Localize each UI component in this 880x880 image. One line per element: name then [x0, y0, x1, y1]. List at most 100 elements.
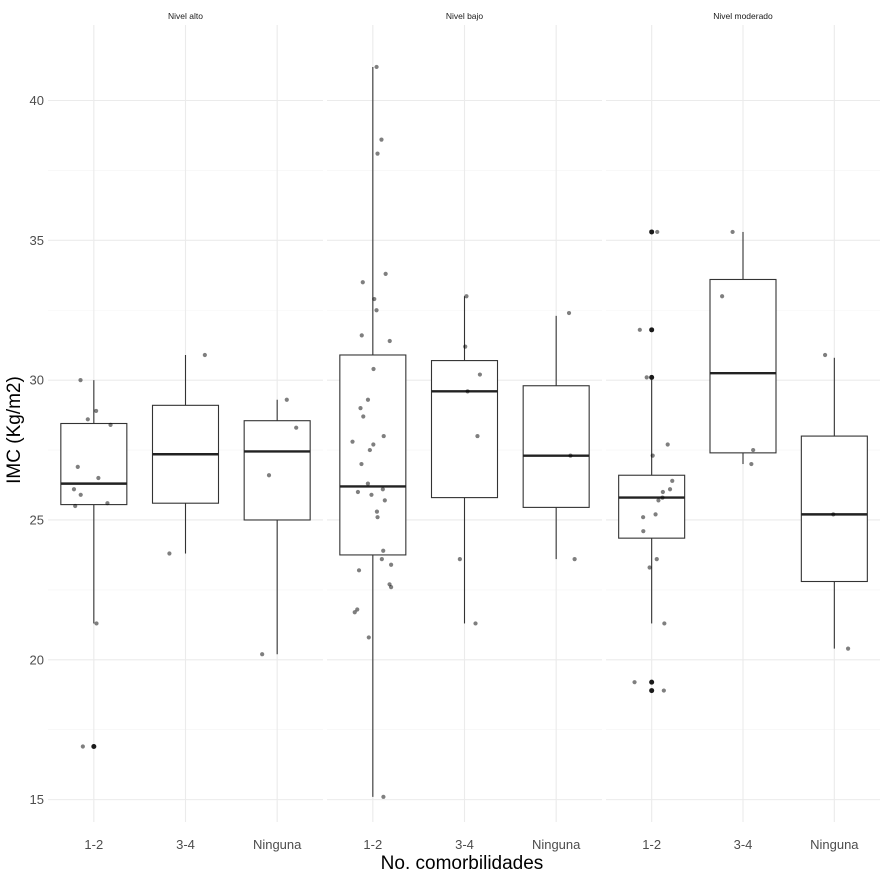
data-point [730, 229, 735, 235]
data-point [475, 433, 480, 439]
data-point [387, 338, 392, 344]
data-point [720, 294, 725, 299]
data-point [389, 562, 394, 567]
outlier-point [649, 229, 655, 235]
data-point [80, 744, 85, 749]
data-point [374, 64, 379, 70]
data-point [358, 406, 363, 411]
data-point [465, 389, 470, 394]
data-point [644, 375, 649, 380]
data-point [371, 366, 376, 372]
facet-strip-labels: Nivel alto Nivel bajo Nivel moderado [168, 11, 773, 21]
data-point [350, 439, 355, 444]
data-point [355, 607, 360, 612]
data-point [75, 464, 80, 469]
data-point [371, 442, 376, 447]
data-point [831, 512, 836, 517]
data-point [369, 492, 374, 497]
x-tick-label: 1-2 [642, 837, 661, 852]
x-tick-label: Ninguna [810, 837, 859, 852]
data-point [381, 548, 386, 553]
x-tick-label: 3-4 [455, 837, 474, 852]
data-point [73, 503, 78, 509]
data-point [660, 489, 665, 495]
data-point [374, 509, 380, 514]
y-axis-title: IMC (Kg/m2) [4, 376, 25, 484]
x-tick-label: Ninguna [532, 837, 581, 852]
data-point [566, 310, 572, 316]
box-iqr [800, 435, 868, 583]
box-iqr [709, 278, 777, 454]
data-point [108, 422, 113, 427]
data-point [662, 621, 667, 626]
box-iqr [618, 474, 686, 539]
data-point [661, 688, 666, 693]
box-iqr [243, 420, 311, 521]
data-point [473, 621, 478, 626]
data-point [650, 453, 655, 458]
data-point [660, 495, 665, 500]
x-axis-title: No. comorbilidades [381, 853, 544, 874]
data-point [457, 557, 462, 562]
data-point [654, 557, 659, 562]
data-point [352, 610, 357, 615]
data-point [667, 487, 673, 492]
y-tick-label: 15 [30, 792, 44, 807]
data-point [670, 478, 675, 483]
facet-strip-label: Nivel moderado [713, 11, 773, 21]
data-point [365, 481, 371, 486]
data-point [359, 461, 364, 467]
outlier-point [649, 374, 655, 380]
data-point [71, 487, 77, 492]
data-point [751, 447, 756, 453]
data-point [105, 501, 110, 506]
data-point [372, 296, 377, 302]
data-point [822, 352, 828, 358]
data-point [637, 327, 642, 332]
outlier-point [649, 679, 655, 685]
box-iqr [339, 354, 407, 556]
data-point [379, 557, 384, 562]
data-point [632, 680, 637, 685]
data-point [381, 433, 386, 439]
data-point [463, 344, 468, 349]
data-point [356, 568, 362, 573]
y-tick-label: 40 [30, 93, 44, 108]
data-point [284, 397, 289, 402]
data-point [360, 280, 365, 285]
facet-strip-label: Nivel bajo [446, 11, 484, 21]
jittered-points [71, 64, 851, 799]
data-point [379, 137, 384, 142]
data-point [365, 397, 371, 402]
data-point [653, 512, 658, 517]
data-point [355, 489, 361, 495]
y-tick-label: 20 [30, 652, 44, 667]
outlier-point [649, 327, 655, 333]
data-point [665, 442, 670, 447]
outlier-point [91, 743, 97, 749]
data-point [568, 453, 573, 458]
data-point [375, 515, 380, 520]
data-point [78, 492, 83, 497]
data-point [260, 652, 265, 657]
axes: 1-2 3-4 Ninguna 1-2 3-4 Ninguna 1-2 3-4 Ninguna 1… [30, 93, 860, 852]
facet-strip-label: Nivel alto [168, 11, 203, 21]
data-point [94, 621, 99, 626]
data-point [381, 794, 386, 799]
box-iqr [522, 385, 590, 508]
data-point [647, 565, 652, 570]
data-point [78, 378, 83, 383]
data-point [375, 151, 380, 156]
y-tick-label: 35 [30, 233, 44, 248]
data-point [359, 333, 364, 338]
x-tick-label: 1-2 [84, 837, 103, 852]
data-point [477, 372, 482, 377]
x-tick-label: 1-2 [363, 837, 382, 852]
y-tick-label: 30 [30, 373, 44, 388]
data-point [572, 557, 577, 562]
data-point [85, 417, 90, 422]
data-point [96, 475, 101, 481]
x-tick-label: 3-4 [734, 837, 753, 852]
data-point [845, 646, 851, 651]
